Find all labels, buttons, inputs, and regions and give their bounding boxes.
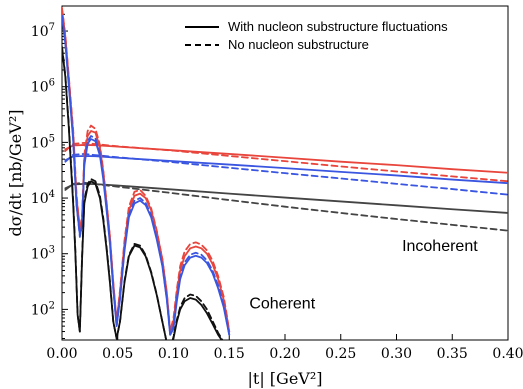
legend: With nucleon substructure fluctuations N… [185, 19, 448, 52]
y-tick-label: 103 [31, 245, 55, 263]
x-tick-label: 0.35 [437, 346, 468, 362]
x-tick-label: 0.00 [46, 346, 77, 362]
y-axis-label: dσ/dt [nb/GeV²] [6, 110, 25, 237]
x-tick-label: 0.25 [325, 346, 356, 362]
annotation-label: Incoherent [402, 238, 478, 255]
x-tick-label: 0.20 [269, 346, 300, 362]
series-line [64, 153, 508, 196]
series-line [62, 45, 224, 340]
y-tick-label: 102 [31, 300, 55, 318]
series-line [62, 14, 231, 336]
x-tick-label: 0.10 [158, 346, 189, 362]
series-layer [62, 7, 508, 340]
x-tick-label: 0.05 [102, 346, 133, 362]
x-tick-label: 0.40 [492, 346, 523, 362]
x-axis-label: |t| [GeV²] [248, 369, 323, 388]
y-tick-label: 107 [31, 22, 55, 40]
y-tick-label: 105 [31, 133, 55, 151]
series-line [64, 155, 508, 185]
annotation-label: Coherent [249, 295, 315, 312]
x-axis-ticks: 0.00 0.05 0.10 0.15 0.20 0.25 0.30 0.35 0.40 [46, 334, 523, 362]
x-tick-label: 0.15 [214, 346, 245, 362]
y-tick-label: 106 [31, 78, 55, 96]
y-tick-label: 104 [31, 189, 55, 207]
x-tick-label: 0.30 [381, 346, 412, 362]
legend-entry-dashed: No nucleon substructure [228, 37, 369, 52]
annotation-layer: Incoherent Coherent [249, 238, 478, 312]
series-line [64, 144, 508, 174]
series-line [64, 141, 508, 183]
legend-entry-solid: With nucleon substructure fluctuations [228, 19, 448, 34]
